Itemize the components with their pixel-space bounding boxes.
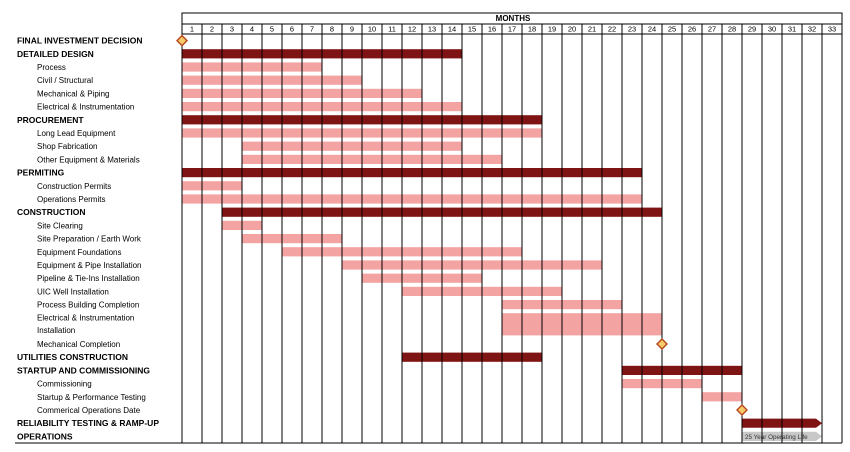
task-label: Process Building Completion (37, 301, 139, 310)
task-bar (242, 234, 342, 244)
month-tick-label: 24 (648, 25, 656, 34)
task-label: Mechanical & Piping (37, 89, 109, 98)
task-bar (182, 62, 322, 72)
task-label: Construction Permits (37, 182, 111, 191)
month-tick-label: 3 (230, 25, 234, 34)
task-label: Long Lead Equipment (37, 129, 116, 138)
month-tick-label: 21 (588, 25, 596, 34)
task-label: Shop Fabrication (37, 142, 97, 151)
month-tick-label: 14 (448, 25, 456, 34)
month-tick-label: 19 (548, 25, 556, 34)
task-label: Equipment Foundations (37, 248, 122, 257)
month-tick-label: 31 (788, 25, 796, 34)
month-tick-label: 12 (408, 25, 416, 34)
task-bar (242, 141, 462, 151)
summary-bar (402, 352, 542, 362)
month-tick-label: 5 (270, 25, 274, 34)
bar-label: 25 Year Operating Life (745, 434, 808, 441)
task-label: STARTUP AND COMMISSIONING (17, 365, 150, 375)
month-tick-label: 15 (468, 25, 476, 34)
task-label: Equipment & Pipe Installation (37, 261, 142, 270)
task-label: Electrical & Instrumentation (37, 103, 134, 112)
milestone-diamond (176, 34, 188, 47)
task-label: Civil / Structural (37, 76, 93, 85)
task-label: PROCUREMENT (17, 115, 84, 125)
month-tick-label: 32 (808, 25, 816, 34)
month-tick-label: 25 (668, 25, 676, 34)
task-bar (342, 260, 602, 270)
task-bar (182, 194, 642, 204)
task-label: PERMITING (17, 168, 65, 178)
month-tick-label: 33 (828, 25, 836, 34)
grid-lines (15, 24, 843, 444)
month-tick-label: 9 (350, 25, 354, 34)
month-tick-label: 29 (748, 25, 756, 34)
month-tick-label: 27 (708, 25, 716, 34)
month-tick-label: 6 (290, 25, 294, 34)
task-label: Commerical Operations Date (37, 406, 141, 415)
task-label: Electrical & Instrumentation (37, 314, 134, 323)
task-bar (182, 75, 362, 85)
month-tick-label: 26 (688, 25, 696, 34)
month-tick-label: 16 (488, 25, 496, 34)
task-label: Pipeline & Tie-Ins Installation (37, 274, 140, 283)
month-tick-label: 20 (568, 25, 576, 34)
milestone-diamond (736, 404, 748, 416)
task-label: OPERATIONS (17, 431, 73, 441)
summary-bar (182, 168, 642, 178)
task-label: Operations Permits (37, 195, 105, 204)
task-label: FINAL INVESTMENT DECISION (17, 36, 142, 46)
milestone-diamond (656, 338, 668, 350)
task-label: Other Equipment & Materials (37, 155, 140, 164)
month-tick-label: 22 (608, 25, 616, 34)
month-tick-label: 11 (388, 25, 396, 34)
task-label: UTILITIES CONSTRUCTION (17, 352, 128, 362)
month-tick-label: 2 (210, 25, 214, 34)
month-tick-label: 17 (508, 25, 516, 34)
task-label: Startup & Performance Testing (37, 393, 146, 402)
month-tick-label: 7 (310, 25, 314, 34)
task-bar (182, 181, 242, 191)
month-tick-label: 18 (528, 25, 536, 34)
months-header: MONTHS (496, 14, 531, 23)
month-tick-label: 1 (190, 25, 194, 34)
month-tick-label: 10 (368, 25, 376, 34)
month-tick-label: 28 (728, 25, 736, 34)
month-tick-label: 8 (330, 25, 334, 34)
task-bar (242, 154, 502, 164)
task-label: DETAILED DESIGN (17, 49, 94, 59)
task-label: RELIABILITY TESTING & RAMP-UP (17, 418, 159, 428)
task-label-line2: Installation (37, 326, 75, 335)
task-label: CONSTRUCTION (17, 207, 85, 217)
task-label: Process (37, 63, 66, 72)
task-label: Mechanical Completion (37, 340, 120, 349)
task-label: Commissioning (37, 380, 92, 389)
month-tick-label: 30 (768, 25, 776, 34)
task-label: UIC Well Installation (37, 287, 109, 296)
task-label: Site Preparation / Earth Work (37, 235, 142, 244)
month-tick-label: 13 (428, 25, 436, 34)
task-label: Site Clearing (37, 221, 83, 230)
month-tick-label: 23 (628, 25, 636, 34)
month-tick-label: 4 (250, 25, 254, 34)
